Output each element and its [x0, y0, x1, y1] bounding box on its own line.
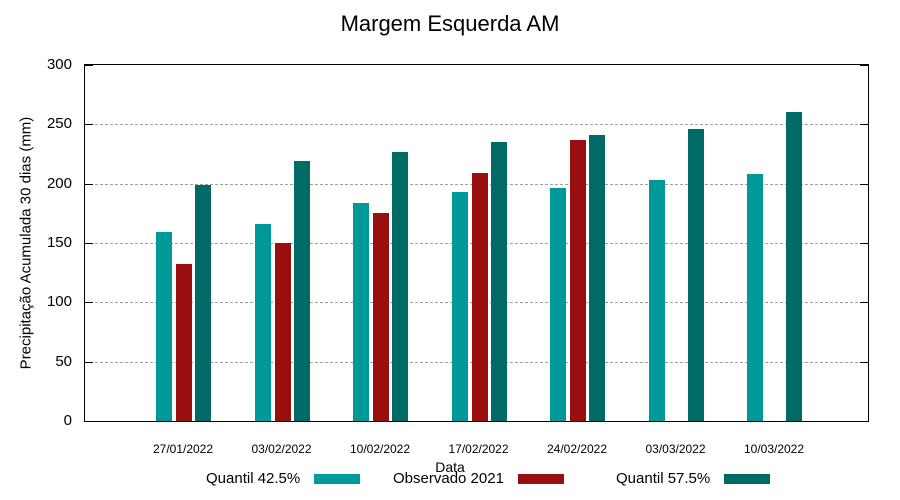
legend-label: Observado 2021: [393, 470, 504, 487]
bar: [471, 173, 488, 421]
bar: [687, 129, 704, 421]
y-tick-mark: [860, 361, 868, 363]
y-tick-mark: [85, 302, 93, 304]
y-tick-mark: [860, 65, 868, 66]
y-tick-mark: [85, 421, 93, 422]
y-tick-label: 200: [46, 174, 72, 192]
bar: [490, 142, 507, 421]
bar: [392, 151, 408, 421]
bar: [786, 112, 802, 421]
y-tick-mark: [85, 243, 93, 244]
bar: [589, 135, 605, 421]
x-axis-title: Data: [435, 459, 465, 475]
plot-area: [84, 64, 869, 422]
x-tick-label: 24/02/2022: [546, 442, 608, 456]
y-tick-mark: [860, 302, 868, 304]
x-tick-label: 10/02/2022: [349, 442, 411, 456]
legend-item: Quantil 57.5%: [616, 470, 771, 487]
y-tick-mark: [860, 124, 868, 126]
legend-item: Quantil 42.5%: [206, 470, 361, 487]
legend-item: Observado 2021: [393, 470, 564, 487]
bar: [195, 184, 211, 421]
legend-label: Quantil 42.5%: [206, 470, 301, 487]
y-tick-mark: [860, 421, 868, 422]
y-tick-mark: [85, 124, 93, 126]
y-tick-label: 150: [46, 234, 72, 251]
legend-swatch: [724, 473, 771, 484]
bar: [156, 232, 172, 421]
x-tick-label: 17/02/2022: [448, 442, 509, 456]
y-tick-mark: [860, 183, 868, 185]
x-tick-label: 03/03/2022: [645, 442, 706, 456]
y-tick-label: 300: [46, 56, 72, 73]
bar: [570, 139, 586, 421]
legend-swatch: [314, 473, 361, 484]
bar: [451, 191, 468, 421]
y-tick-mark: [85, 183, 93, 185]
gridline: [85, 124, 868, 126]
bar: [373, 213, 389, 421]
legend-swatch: [517, 473, 564, 484]
bar: [550, 188, 566, 421]
chart-title: Margem Esquerda AM: [340, 11, 560, 36]
bar: [274, 243, 291, 421]
x-tick-label: 27/01/2022: [152, 442, 214, 456]
y-tick-mark: [85, 361, 93, 363]
bar: [176, 264, 192, 421]
bar: [293, 161, 310, 421]
y-tick-label: 0: [63, 412, 72, 429]
bar: [648, 180, 665, 421]
legend-label: Quantil 57.5%: [616, 470, 711, 487]
x-tick-label: 03/02/2022: [251, 442, 312, 456]
y-tick-label: 100: [46, 293, 72, 311]
bar: [747, 174, 763, 421]
y-tick-label: 250: [46, 115, 72, 133]
bar: [353, 202, 369, 421]
x-tick-label: 10/03/2022: [743, 442, 805, 456]
y-tick-mark: [860, 243, 868, 244]
bar: [254, 224, 271, 421]
y-tick-mark: [85, 65, 93, 66]
y-tick-label: 50: [55, 352, 72, 370]
